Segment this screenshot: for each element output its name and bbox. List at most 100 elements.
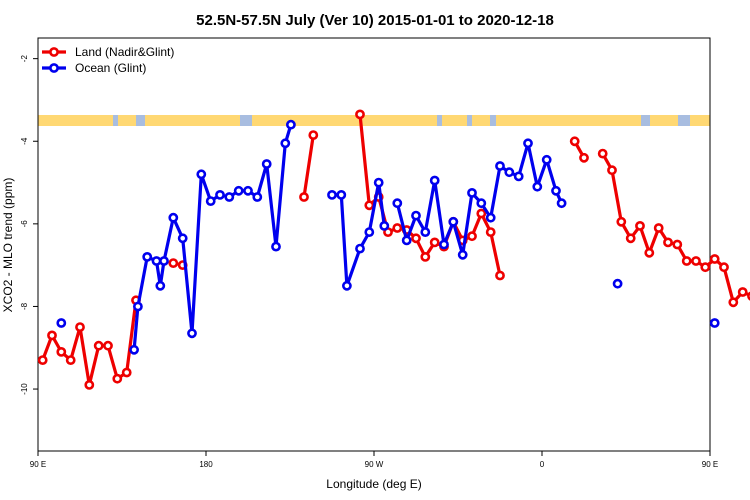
data-point — [532, 181, 543, 192]
data-point — [448, 216, 459, 227]
data-point — [56, 346, 67, 357]
data-point — [504, 167, 515, 178]
data-point — [700, 262, 711, 273]
y-axis-label: XCO2 - MLO trend (ppm) — [1, 178, 15, 313]
y-tick-label: -6 — [20, 220, 29, 228]
plot-frame — [37, 37, 711, 452]
data-point — [75, 322, 85, 332]
data-point — [476, 198, 487, 209]
chart-title: 52.5N-57.5N July (Ver 10) 2015-01-01 to … — [196, 12, 554, 29]
data-point — [556, 198, 567, 209]
data-point — [336, 189, 347, 200]
data-point — [467, 231, 477, 242]
x-tick-label: 90 W — [365, 460, 384, 469]
x-tick-label: 180 — [199, 460, 213, 469]
series-layer — [37, 109, 750, 390]
land-band-segment — [650, 115, 678, 126]
data-point — [644, 247, 655, 258]
data-point — [439, 239, 449, 250]
land-band-segment — [38, 115, 113, 126]
series-ocean — [56, 119, 720, 355]
land-ocean-band — [38, 115, 710, 126]
data-point — [132, 301, 143, 312]
data-point — [681, 256, 692, 266]
legend-marker — [49, 63, 59, 73]
data-point — [411, 210, 421, 221]
x-tick-label: 0 — [540, 460, 545, 469]
series-line — [601, 152, 750, 304]
land-band-segment — [252, 115, 437, 126]
data-point — [327, 189, 337, 200]
y-tick-label: -2 — [20, 55, 29, 63]
data-point — [364, 200, 375, 211]
data-point — [355, 109, 365, 120]
data-point — [129, 344, 139, 355]
data-point — [271, 241, 281, 252]
data-point — [635, 220, 645, 231]
data-point — [355, 243, 365, 254]
data-point — [429, 175, 440, 186]
data-point — [379, 220, 390, 231]
data-point — [37, 355, 48, 365]
data-point — [737, 287, 748, 297]
land-band-segment — [145, 115, 240, 126]
data-point — [93, 340, 104, 351]
data-point — [112, 373, 123, 384]
data-point — [177, 233, 188, 244]
data-point — [495, 270, 505, 281]
data-point — [523, 138, 533, 149]
data-point — [280, 138, 291, 149]
data-point — [429, 237, 440, 248]
data-point — [159, 256, 169, 266]
legend-label: Ocean (Glint) — [75, 61, 146, 75]
data-point — [411, 233, 421, 244]
data-point — [551, 185, 561, 196]
data-point — [168, 212, 179, 223]
data-point — [103, 340, 113, 351]
legend-label: Land (Nadir&Glint) — [75, 45, 174, 59]
data-point — [155, 280, 166, 291]
data-point — [625, 233, 636, 244]
data-point — [513, 171, 524, 182]
data-point — [495, 161, 505, 171]
data-point — [569, 136, 580, 147]
y-axis: -2 -4 -6 -8 -10 — [20, 55, 38, 395]
data-point — [485, 227, 496, 237]
data-point — [653, 223, 664, 233]
data-point — [373, 177, 384, 188]
y-tick-label: -10 — [20, 383, 29, 395]
data-point — [215, 189, 225, 200]
data-point — [252, 192, 263, 202]
series-land — [37, 109, 750, 390]
data-point — [709, 318, 720, 328]
legend: Land (Nadir&Glint) Ocean (Glint) — [42, 45, 174, 75]
data-point — [364, 227, 375, 237]
data-point — [401, 235, 412, 246]
series-line — [132, 123, 293, 352]
data-point — [341, 280, 352, 291]
data-point — [392, 223, 403, 233]
data-point — [672, 239, 683, 250]
land-band-segment — [496, 115, 641, 126]
data-point — [607, 165, 617, 176]
data-point — [691, 256, 701, 266]
data-point — [485, 212, 496, 223]
data-point — [224, 192, 235, 202]
land-band-segment — [472, 115, 490, 126]
x-tick-label: 90 E — [702, 460, 718, 469]
land-band-segment — [442, 115, 467, 126]
data-point — [709, 254, 720, 264]
data-point — [719, 262, 729, 273]
data-point — [56, 318, 67, 328]
data-point — [65, 355, 76, 365]
data-point — [612, 278, 623, 289]
data-point — [187, 328, 197, 339]
y-tick-label: -4 — [20, 137, 29, 145]
legend-marker — [49, 47, 59, 57]
data-point — [261, 159, 272, 169]
data-point — [392, 198, 403, 209]
data-point — [308, 130, 319, 140]
data-point — [233, 185, 244, 196]
data-point — [541, 154, 552, 165]
